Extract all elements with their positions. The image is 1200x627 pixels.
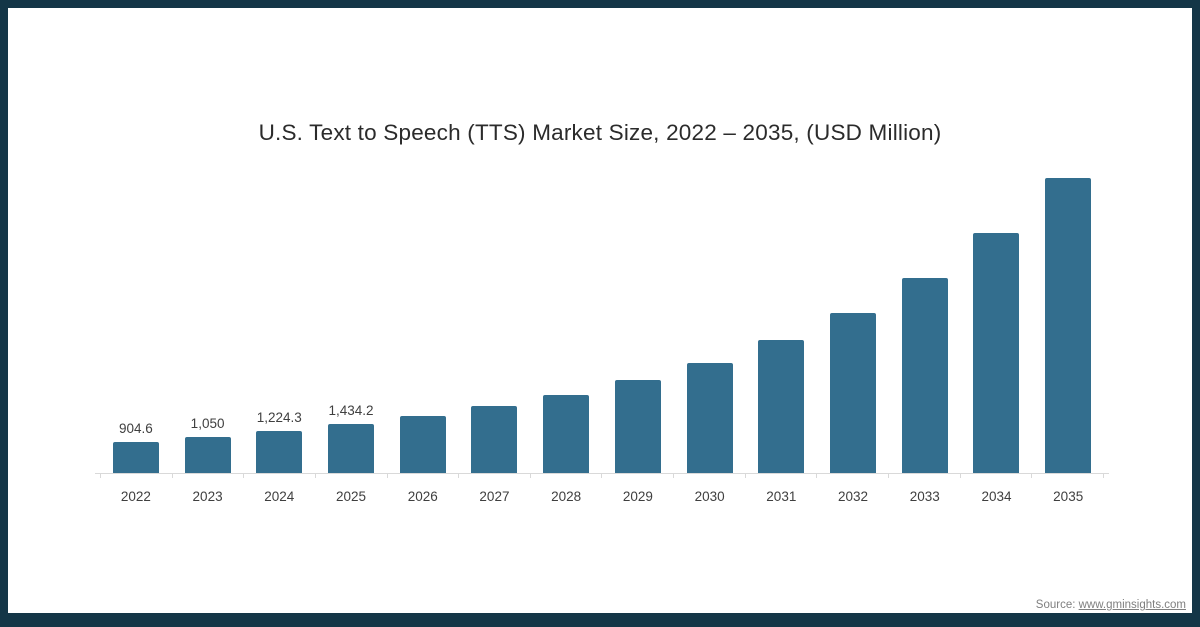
x-tick	[888, 474, 960, 478]
bar-cell-2031	[745, 168, 817, 473]
bar-cell-2028	[530, 168, 602, 473]
bar-cell-2026	[387, 168, 459, 473]
x-axis-label-2026: 2026	[407, 489, 438, 504]
bar-2032	[830, 313, 877, 473]
bar-cell-2024: 1,224.3	[243, 168, 315, 473]
bar-2029	[614, 380, 661, 473]
bar-cell-2029	[602, 168, 674, 473]
bar-cell-2023: 1,050	[172, 168, 244, 473]
bar-cell-2025: 1,434.2	[315, 168, 387, 473]
x-axis-label-2031: 2031	[766, 489, 797, 504]
x-tick	[100, 474, 172, 478]
x-axis-ticks	[100, 474, 1104, 478]
bar-cell-2035	[1032, 168, 1104, 473]
x-axis-label-2024: 2024	[264, 489, 295, 504]
x-axis-label-2022: 2022	[120, 489, 151, 504]
x-tick	[601, 474, 673, 478]
source-label: Source:	[1035, 599, 1076, 611]
x-axis-line	[95, 473, 1109, 474]
bar-2027	[471, 406, 518, 473]
bar-value-label-2022: 904.6	[118, 421, 153, 436]
x-axis-label-2025: 2025	[335, 489, 367, 504]
x-tick	[673, 474, 745, 478]
x-tick	[386, 474, 459, 478]
x-axis-labels: 2022 2023 2024 2025 2026 2027 2028 2029 2030 2031…	[100, 489, 1104, 504]
x-tick	[816, 474, 888, 478]
bar-2028	[543, 395, 590, 473]
bar-2033	[901, 278, 948, 473]
x-tick	[458, 474, 530, 478]
bar-2030	[686, 363, 733, 473]
bar-2022	[112, 442, 159, 473]
x-tick	[1031, 474, 1103, 478]
bar-cell-2032	[817, 168, 889, 473]
bar-cell-2030	[674, 168, 746, 473]
bar-cell-2022: 904.6	[100, 168, 172, 473]
source-line: Source: www.gminsights.com	[1036, 599, 1186, 611]
plot-area: 904.6 1,050 1,224.3 1,434.2	[100, 168, 1104, 473]
x-axis-label-2023: 2023	[192, 489, 223, 504]
bar-cell-2034	[961, 168, 1033, 473]
x-tick	[314, 474, 387, 478]
bar-2026	[399, 416, 446, 473]
bar-2023	[184, 437, 231, 473]
bar-2025	[328, 424, 375, 473]
x-tick	[243, 474, 315, 478]
x-axis-label-2028: 2028	[551, 489, 582, 504]
bar-cell-2033	[889, 168, 961, 473]
x-axis-label-2032: 2032	[838, 489, 869, 504]
x-axis-label-2033: 2033	[909, 489, 940, 504]
bar-2031	[758, 340, 805, 473]
bar-2035	[1045, 178, 1092, 473]
x-tick	[529, 474, 602, 478]
source-link[interactable]: www.gminsights.com	[1078, 599, 1186, 611]
bar-cell-2027	[459, 168, 531, 473]
bar-2024	[256, 431, 303, 473]
x-axis-label-2035: 2035	[1053, 489, 1084, 504]
x-tick	[744, 474, 817, 478]
bar-value-label-2025: 1,434.2	[328, 403, 374, 418]
bar-value-label-2024: 1,224.3	[256, 410, 302, 425]
chart-title: U.S. Text to Speech (TTS) Market Size, 2…	[258, 120, 942, 145]
x-axis-label-2030: 2030	[694, 489, 725, 504]
x-tick	[171, 474, 244, 478]
bar-value-label-2023: 1,050	[190, 416, 225, 431]
x-axis-label-2029: 2029	[622, 489, 653, 504]
x-tick	[959, 474, 1032, 478]
x-axis-label-2027: 2027	[479, 489, 510, 504]
x-axis-label-2034: 2034	[981, 489, 1012, 504]
bar-2034	[973, 233, 1020, 473]
